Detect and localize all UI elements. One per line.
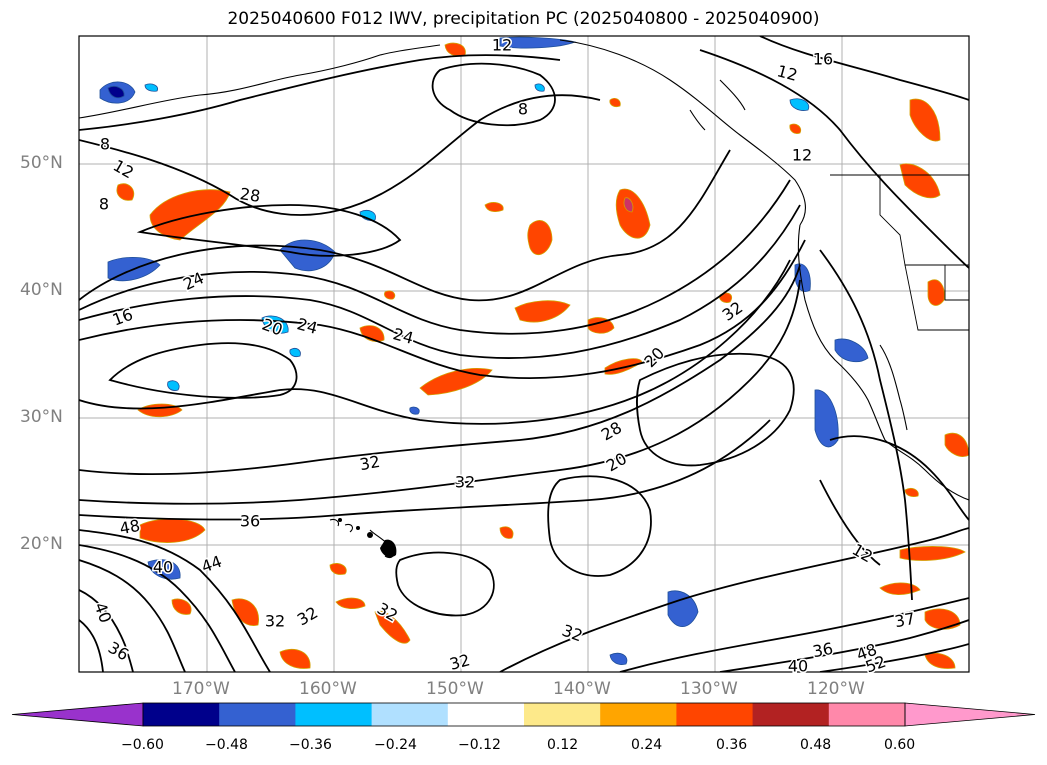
lon-label-160w: 160°W bbox=[299, 679, 357, 699]
colorbar-tick-label: −0.60 bbox=[121, 737, 164, 753]
colorbar-extend-min bbox=[11, 702, 144, 727]
iwv-contours bbox=[79, 36, 969, 672]
lat-label-20n: 20°N bbox=[20, 534, 63, 554]
contour-label: 36 bbox=[240, 512, 260, 531]
lon-label-150w: 150°W bbox=[426, 679, 484, 699]
colorbar-tick-label: 0.60 bbox=[884, 737, 916, 753]
colorbar-frame bbox=[142, 702, 906, 727]
lon-label-140w: 140°W bbox=[553, 679, 611, 699]
colorbar-segment bbox=[219, 703, 296, 726]
colorbar-tick-label: −0.24 bbox=[374, 737, 417, 753]
colorbar-tick-label: −0.36 bbox=[289, 737, 332, 753]
colorbar-tick-label: 0.12 bbox=[547, 737, 579, 753]
precip-positive-patches bbox=[116, 42, 969, 669]
contour-label: 36 bbox=[811, 639, 834, 661]
colorbar-tick-label: 0.36 bbox=[716, 737, 748, 753]
coastlines bbox=[79, 39, 969, 558]
contour-label: 12 bbox=[792, 146, 812, 165]
colorbar-segment bbox=[371, 703, 449, 726]
plot-frame bbox=[78, 35, 970, 673]
contour-label: 16 bbox=[813, 50, 833, 69]
contour-label: 40 bbox=[153, 558, 173, 577]
colorbar-extend-max bbox=[904, 702, 1036, 727]
contour-label: 8 bbox=[518, 100, 528, 119]
lat-label-50n: 50°N bbox=[20, 153, 63, 173]
colorbar-segment bbox=[295, 703, 373, 726]
lat-label-40n: 40°N bbox=[20, 280, 63, 300]
lon-label-170w: 170°W bbox=[172, 679, 230, 699]
colorbar-segment bbox=[828, 703, 906, 726]
colorbar-tick-label: −0.12 bbox=[458, 737, 501, 753]
plot-area bbox=[79, 36, 969, 672]
borders bbox=[830, 174, 969, 331]
lon-label-130w: 130°W bbox=[680, 679, 738, 699]
colorbar-segment bbox=[676, 703, 754, 726]
map-title: 2025040600 F012 IWV, precipitation PC (2… bbox=[227, 9, 820, 29]
colorbar-tick-label: −0.48 bbox=[205, 737, 248, 753]
colorbar-segment bbox=[600, 703, 677, 726]
contour-label: 8 bbox=[100, 135, 110, 154]
contour-label: 32 bbox=[358, 452, 381, 474]
contour-label: 8 bbox=[99, 195, 109, 214]
colorbar-segment bbox=[524, 703, 601, 726]
colorbar-tick-label: 0.24 bbox=[631, 737, 663, 753]
colorbar-segment bbox=[752, 703, 830, 726]
contour-label: 37 bbox=[893, 609, 916, 631]
colorbar bbox=[11, 702, 1036, 727]
colorbar-segment bbox=[447, 703, 525, 726]
contour-label: 12 bbox=[492, 36, 512, 55]
colorbar-segment bbox=[143, 703, 220, 726]
hawaii-islands bbox=[338, 518, 397, 558]
contour-label: 32 bbox=[455, 473, 475, 492]
contour-label: 48 bbox=[118, 516, 141, 538]
contour-label: 32 bbox=[265, 612, 285, 631]
lat-label-30n: 30°N bbox=[20, 407, 63, 427]
contour-label: 40 bbox=[788, 657, 808, 676]
lon-label-120w: 120°W bbox=[807, 679, 865, 699]
contour-label: 28 bbox=[239, 184, 262, 206]
colorbar-tick-label: 0.48 bbox=[800, 737, 832, 753]
